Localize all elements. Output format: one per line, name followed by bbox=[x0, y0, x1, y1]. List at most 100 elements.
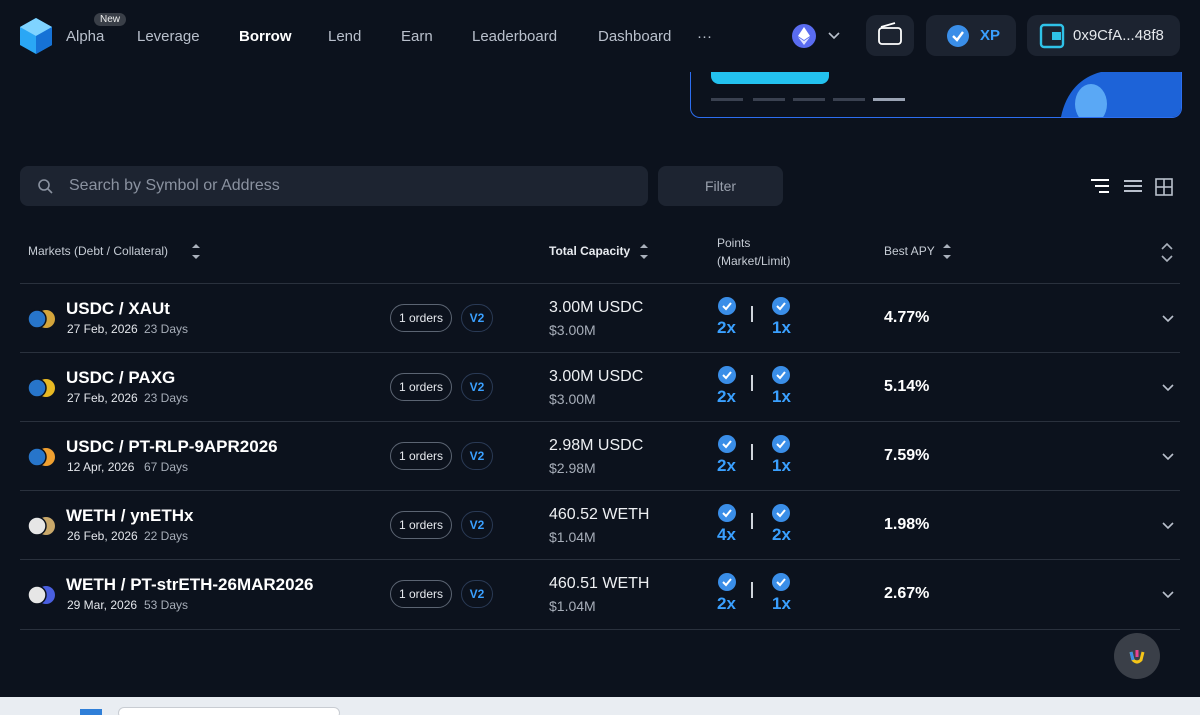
market-row[interactable]: USDC / PT-RLP-9APR2026 12 Apr, 2026 67 Day… bbox=[20, 421, 1180, 491]
days-left: 53 Days bbox=[144, 598, 189, 612]
points-divider bbox=[751, 582, 753, 598]
points-divider bbox=[751, 306, 753, 322]
points-icon bbox=[772, 435, 790, 453]
apy-header[interactable]: Best APY bbox=[884, 244, 935, 258]
token-pair-icon bbox=[27, 309, 55, 329]
orders-pill[interactable]: 1 orders bbox=[390, 442, 452, 470]
best-apy: 4.77% bbox=[884, 309, 930, 326]
best-apy: 1.98% bbox=[884, 516, 930, 533]
orders-pill[interactable]: 1 orders bbox=[390, 373, 452, 401]
version-badge: V2 bbox=[461, 580, 493, 608]
nav-item[interactable]: Earn bbox=[401, 28, 433, 45]
search-input[interactable]: Search by Symbol or Address bbox=[20, 166, 648, 206]
points-icon bbox=[772, 504, 790, 522]
orders-pill[interactable]: 1 orders bbox=[390, 580, 452, 608]
points-icon bbox=[718, 366, 736, 384]
start-button[interactable] bbox=[80, 709, 102, 715]
points-icon bbox=[718, 504, 736, 522]
wallet-icon-button[interactable] bbox=[866, 15, 914, 56]
expand-chevron[interactable] bbox=[1161, 521, 1175, 531]
maturity-date: 27 Feb, 2026 bbox=[67, 322, 138, 336]
market-row[interactable]: USDC / PAXG 27 Feb, 2026 23 Days 1 orders V2… bbox=[20, 352, 1180, 422]
expand-chevron[interactable] bbox=[1161, 383, 1175, 393]
nav-item[interactable]: Dashboard bbox=[598, 28, 672, 45]
version-badge: V2 bbox=[461, 373, 493, 401]
capacity: 3.00M USDC bbox=[549, 299, 644, 316]
capacity: 460.51 WETH bbox=[549, 575, 650, 592]
market-name: WETH / PT-strETH-26MAR2026 bbox=[66, 575, 314, 594]
wallet-address-button[interactable]: 0x9CfA...48f8 bbox=[1027, 15, 1180, 56]
points-divider bbox=[751, 444, 753, 460]
expand-chevron[interactable] bbox=[1161, 590, 1175, 600]
token-pair-icon bbox=[27, 378, 55, 398]
points-limit: 1x bbox=[772, 387, 791, 406]
maturity-date: 29 Mar, 2026 bbox=[67, 598, 138, 612]
points-divider bbox=[751, 513, 753, 529]
points-limit: 1x bbox=[772, 456, 791, 475]
network-selector[interactable] bbox=[790, 22, 846, 50]
points-limit: 1x bbox=[772, 594, 791, 613]
points-market: 4x bbox=[717, 525, 736, 544]
nav-item[interactable]: Alpha bbox=[66, 28, 105, 45]
capacity: 460.52 WETH bbox=[549, 506, 650, 523]
xp-label: XP bbox=[980, 27, 1001, 44]
version-badge: V2 bbox=[461, 442, 493, 470]
nav-item[interactable]: Lend bbox=[328, 28, 362, 45]
market-row[interactable]: USDC / XAUt 27 Feb, 2026 23 Days 1 orders V2… bbox=[20, 283, 1180, 353]
market-name: USDC / PT-RLP-9APR2026 bbox=[66, 437, 278, 456]
market-row[interactable]: WETH / PT-strETH-26MAR2026 29 Mar, 2026 53… bbox=[20, 559, 1180, 630]
points-limit: 2x bbox=[772, 525, 791, 544]
logo[interactable] bbox=[18, 17, 54, 55]
capacity-usd: $1.04M bbox=[549, 598, 596, 614]
nav-item[interactable]: ··· bbox=[697, 28, 712, 45]
points-market: 2x bbox=[717, 456, 736, 475]
support-button[interactable] bbox=[1114, 633, 1160, 679]
days-left: 23 Days bbox=[144, 391, 189, 405]
market-name: WETH / ynETHx bbox=[66, 506, 194, 525]
os-taskbar bbox=[0, 697, 1200, 715]
points-market: 2x bbox=[717, 387, 736, 406]
capacity-usd: $3.00M bbox=[549, 391, 596, 407]
nav-item[interactable]: Leverage bbox=[137, 28, 200, 45]
points-limit: 1x bbox=[772, 318, 791, 337]
expand-chevron[interactable] bbox=[1161, 452, 1175, 462]
points-market: 2x bbox=[717, 594, 736, 613]
orders-pill[interactable]: 1 orders bbox=[390, 511, 452, 539]
promo-banner bbox=[690, 72, 1182, 118]
nav-item[interactable]: Borrow bbox=[239, 28, 292, 45]
capacity: 2.98M USDC bbox=[549, 437, 644, 454]
banner-button[interactable] bbox=[711, 72, 829, 84]
points-header: Points bbox=[717, 236, 751, 250]
version-badge: V2 bbox=[461, 304, 493, 332]
days-left: 23 Days bbox=[144, 322, 189, 336]
banner-pagination bbox=[711, 98, 905, 101]
expand-chevron[interactable] bbox=[1161, 314, 1175, 324]
market-name: USDC / PAXG bbox=[66, 368, 176, 387]
market-name: USDC / XAUt bbox=[66, 299, 170, 318]
market-header[interactable]: Markets (Debt / Collateral) bbox=[28, 244, 169, 258]
capacity: 3.00M USDC bbox=[549, 368, 644, 385]
points-subheader: (Market/Limit) bbox=[717, 254, 791, 268]
view-toggles[interactable] bbox=[1088, 176, 1178, 196]
search-placeholder: Search by Symbol or Address bbox=[69, 177, 280, 194]
xp-button[interactable]: XP bbox=[926, 15, 1016, 56]
filter-button[interactable]: Filter bbox=[658, 166, 783, 206]
maturity-date: 27 Feb, 2026 bbox=[67, 391, 138, 405]
nav-item[interactable]: Leaderboard bbox=[472, 28, 558, 45]
best-apy: 7.59% bbox=[884, 447, 930, 464]
capacity-header[interactable]: Total Capacity bbox=[549, 244, 631, 258]
orders-pill[interactable]: 1 orders bbox=[390, 304, 452, 332]
market-row[interactable]: WETH / ynETHx 26 Feb, 2026 22 Days 1 orders… bbox=[20, 490, 1180, 560]
points-icon bbox=[718, 435, 736, 453]
new-badge: New bbox=[94, 13, 127, 26]
version-badge: V2 bbox=[461, 511, 493, 539]
points-icon bbox=[772, 297, 790, 315]
token-pair-icon bbox=[27, 447, 55, 467]
token-pair-icon bbox=[27, 585, 55, 605]
taskbar-search[interactable] bbox=[118, 707, 340, 715]
points-icon bbox=[718, 573, 736, 591]
points-market: 2x bbox=[717, 318, 736, 337]
